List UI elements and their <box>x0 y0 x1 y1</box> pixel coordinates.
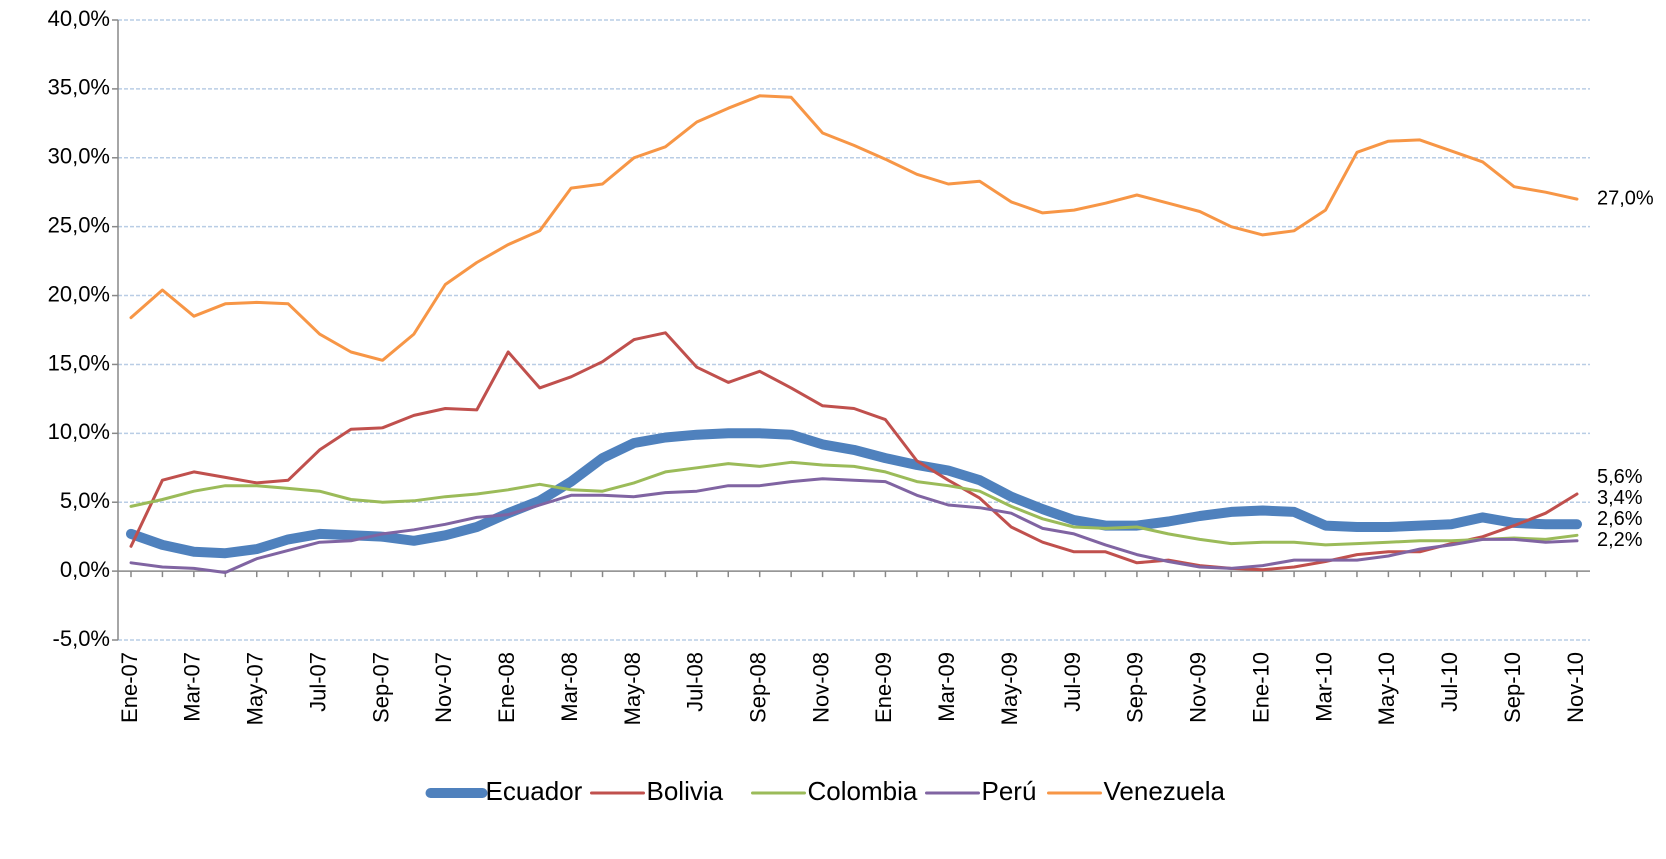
data-label: 3,4% <box>1597 487 1643 509</box>
x-tick-label: Jul-08 <box>683 652 708 712</box>
x-tick-label: May-10 <box>1374 652 1399 725</box>
x-tick-label: Ene-08 <box>494 652 519 723</box>
y-tick-label: 20,0% <box>48 281 110 306</box>
x-tick-label: Sep-08 <box>746 652 771 723</box>
legend-label: Colombia <box>808 776 918 806</box>
x-tick-label: Ene-10 <box>1248 652 1273 723</box>
x-tick-label: Jul-10 <box>1437 652 1462 712</box>
x-tick-label: Nov-08 <box>808 652 833 723</box>
y-tick-label: 5,0% <box>60 488 110 513</box>
x-tick-label: Ene-07 <box>117 652 142 723</box>
y-tick-label: 40,0% <box>48 6 110 31</box>
x-tick-label: Mar-10 <box>1311 652 1336 722</box>
y-tick-label: 10,0% <box>48 419 110 444</box>
x-tick-label: Mar-09 <box>934 652 959 722</box>
x-tick-label: Nov-09 <box>1186 652 1211 723</box>
legend-label: Ecuador <box>486 776 583 806</box>
legend-label: Perú <box>982 776 1037 806</box>
x-tick-label: May-08 <box>620 652 645 725</box>
x-tick-label: Jul-09 <box>1060 652 1085 712</box>
x-tick-label: Sep-07 <box>368 652 393 723</box>
y-tick-label: 25,0% <box>48 212 110 237</box>
x-tick-label: Mar-08 <box>557 652 582 722</box>
legend: Ecuador Bolivia Colombia Perú Venezuela <box>425 776 1226 806</box>
series-line <box>129 460 1579 547</box>
y-tick-label: 35,0% <box>48 75 110 100</box>
x-tick-label: Nov-10 <box>1563 652 1588 723</box>
x-tick-label: Ene-09 <box>871 652 896 723</box>
x-tick-label: Nov-07 <box>431 652 456 723</box>
data-label: 5,6% <box>1597 466 1643 488</box>
x-tick-label: May-07 <box>243 652 268 725</box>
data-label: 2,2% <box>1597 529 1643 551</box>
series-line <box>126 428 1582 559</box>
x-tick-label: Sep-10 <box>1500 652 1525 723</box>
x-tick-label: Sep-09 <box>1123 652 1148 723</box>
data-label: 2,6% <box>1597 508 1643 530</box>
x-tick-label: May-09 <box>997 652 1022 725</box>
x-tick-label: Jul-07 <box>305 652 330 712</box>
series-line <box>129 477 1579 574</box>
y-tick-label: 15,0% <box>48 350 110 375</box>
y-tick-label: 0,0% <box>60 557 110 582</box>
legend-label: Venezuela <box>1104 776 1226 806</box>
y-tick-label: 30,0% <box>48 144 110 169</box>
x-tick-label: Mar-07 <box>180 652 205 722</box>
series-line <box>129 94 1579 362</box>
y-tick-label: -5,0% <box>53 626 110 651</box>
data-label: 27,0% <box>1597 187 1654 209</box>
legend-label: Bolivia <box>647 776 724 806</box>
